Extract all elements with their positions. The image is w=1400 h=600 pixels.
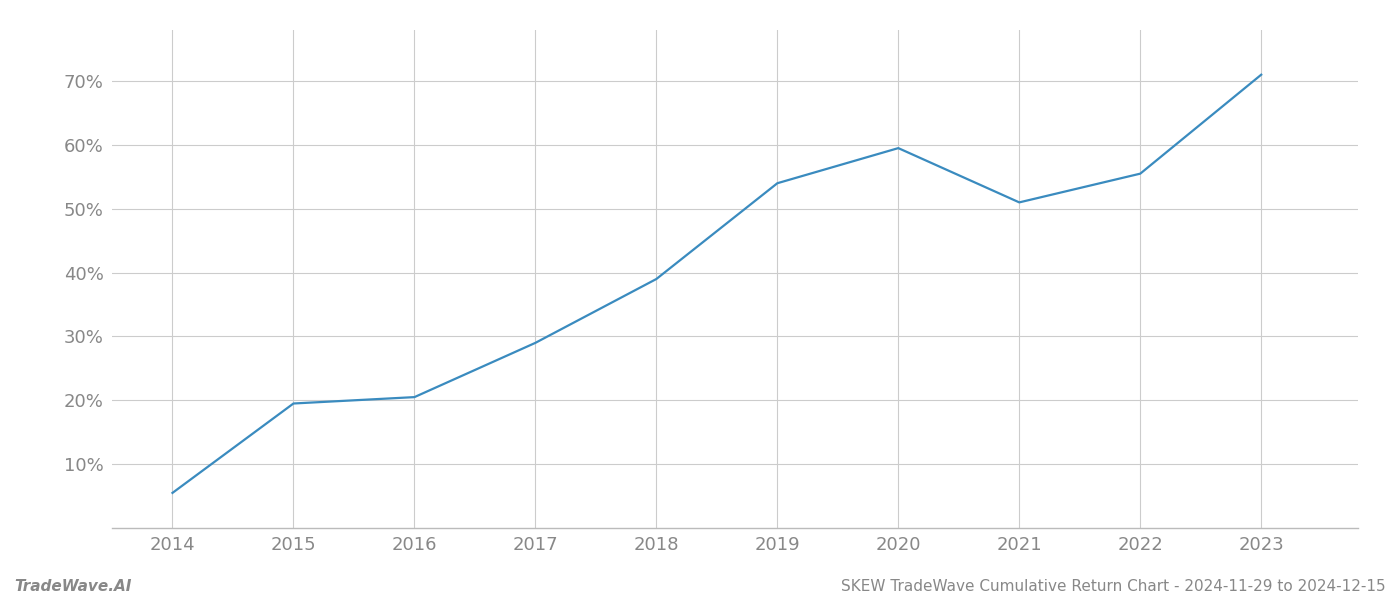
Text: TradeWave.AI: TradeWave.AI [14, 579, 132, 594]
Text: SKEW TradeWave Cumulative Return Chart - 2024-11-29 to 2024-12-15: SKEW TradeWave Cumulative Return Chart -… [841, 579, 1386, 594]
